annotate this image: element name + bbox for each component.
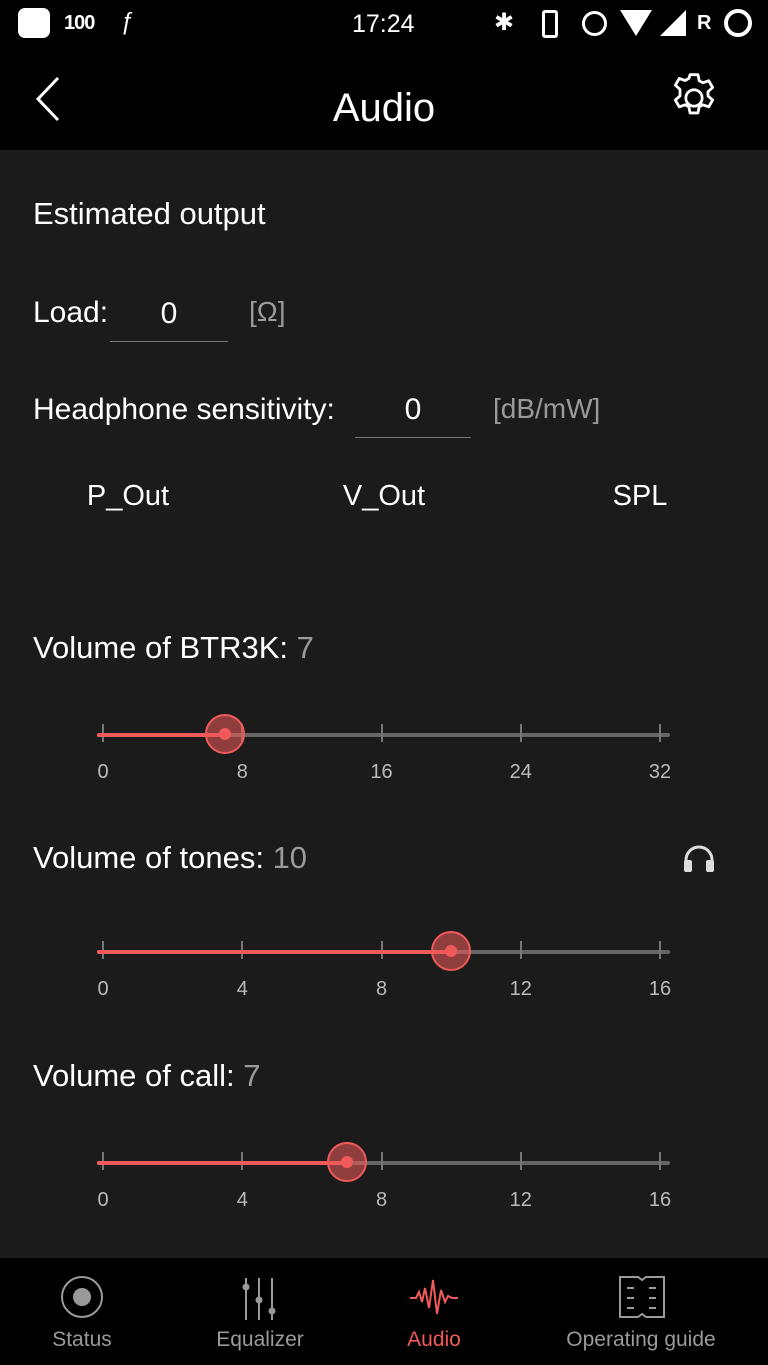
book-icon	[619, 1276, 665, 1318]
slider-tick-label: 8	[236, 761, 248, 783]
slider-tick-label: 8	[375, 1189, 388, 1211]
tones-volume-label: Volume of tones:	[33, 840, 264, 875]
slider-tick-label: 0	[97, 978, 109, 1000]
btr3k-volume-value: 7	[296, 630, 314, 665]
roaming-indicator: R	[697, 12, 712, 34]
nav-equalizer[interactable]: Equalizer	[164, 1258, 356, 1365]
gear-icon	[673, 73, 715, 115]
nav-operating-guide[interactable]: Operating guide	[545, 1258, 737, 1365]
bluetooth-icon: ✱	[494, 9, 515, 36]
equalizer-icon	[242, 1278, 276, 1320]
load-label: Load:	[33, 296, 109, 329]
sensitivity-input[interactable]: 0	[355, 388, 471, 438]
app-bar: Audio	[0, 50, 768, 150]
vibrate-icon	[542, 10, 558, 38]
load-unit: [Ω]	[249, 296, 286, 327]
v-out-label: V_Out	[342, 480, 426, 512]
btr3k-volume-title: Volume of BTR3K: 7	[33, 630, 314, 666]
spl-label: SPL	[612, 480, 668, 512]
tones-volume-slider[interactable]: 0 4 8 12 16	[0, 931, 768, 1030]
app-notification-icon: ƒ	[120, 8, 134, 35]
load-input[interactable]: 0	[110, 292, 228, 342]
slider-tick-label: 4	[236, 978, 248, 1000]
nav-audio-label: Audio	[407, 1328, 461, 1351]
signal-icon	[660, 10, 686, 36]
slider-track[interactable]	[97, 1161, 670, 1165]
slider-thumb[interactable]	[431, 931, 472, 971]
slider-tick	[519, 941, 522, 959]
call-volume-value: 7	[243, 1058, 261, 1093]
slider-tick-label: 16	[648, 978, 672, 1000]
p-out-label: P_Out	[86, 480, 170, 512]
battery-icon	[724, 9, 752, 37]
slider-tick	[659, 724, 661, 742]
slider-tick	[659, 941, 661, 959]
slider-tick-label: 4	[236, 1189, 248, 1211]
slider-tick	[519, 724, 522, 742]
slider-fill	[97, 733, 225, 737]
slider-tick-label: 24	[509, 761, 532, 783]
slider-track[interactable]	[97, 733, 670, 737]
nav-operating-guide-label: Operating guide	[566, 1328, 716, 1351]
slider-tick	[659, 1152, 661, 1170]
headphones-icon[interactable]	[682, 843, 716, 878]
record-icon	[61, 1276, 103, 1318]
nav-status[interactable]: Status	[0, 1258, 178, 1365]
slider-tick-label: 0	[97, 1189, 109, 1211]
slider-fill	[97, 1161, 347, 1165]
wifi-icon	[620, 10, 652, 36]
tones-volume-title: Volume of tones: 10	[33, 840, 307, 876]
slider-tick-label: 16	[648, 1189, 672, 1211]
slider-thumb[interactable]	[204, 714, 245, 754]
btr3k-volume-slider[interactable]: 0 8 16 24 32	[0, 714, 768, 813]
section-title: Estimated output	[33, 196, 266, 231]
slider-tick-label: 16	[370, 761, 393, 783]
battery-percent: 100	[64, 12, 95, 34]
alarm-icon	[582, 11, 607, 36]
chevron-left-icon	[35, 76, 60, 122]
slider-tick	[519, 1152, 522, 1170]
call-volume-label: Volume of call:	[33, 1058, 235, 1093]
tones-volume-value: 10	[272, 840, 308, 875]
notification-icon	[18, 8, 50, 38]
bottom-nav: Status Equalizer Audio Operating guide	[0, 1258, 768, 1365]
clock: 17:24	[352, 10, 415, 38]
btr3k-volume-label: Volume of BTR3K:	[33, 630, 289, 665]
nav-status-label: Status	[52, 1328, 112, 1351]
back-button[interactable]	[30, 74, 70, 124]
settings-button[interactable]	[666, 70, 722, 126]
slider-tick-label: 0	[97, 761, 109, 783]
waveform-icon	[410, 1279, 458, 1315]
sensitivity-label: Headphone sensitivity:	[33, 393, 335, 426]
nav-equalizer-label: Equalizer	[216, 1328, 304, 1351]
slider-tick-label: 32	[648, 761, 672, 783]
call-volume-slider[interactable]: 0 4 8 12 16	[0, 1142, 768, 1241]
slider-tick-label: 8	[375, 978, 388, 1000]
sensitivity-unit: [dB/mW]	[493, 393, 601, 424]
slider-tick-label: 12	[509, 978, 532, 1000]
slider-tick	[380, 724, 383, 742]
slider-tick	[380, 1152, 383, 1170]
page-title: Audio	[332, 86, 436, 130]
slider-tick-label: 12	[509, 1189, 532, 1211]
status-bar: 100 ƒ 17:24 ✱ R	[0, 0, 768, 50]
call-volume-title: Volume of call: 7	[33, 1058, 260, 1094]
nav-audio[interactable]: Audio	[338, 1258, 530, 1365]
slider-fill	[97, 950, 452, 954]
slider-thumb[interactable]	[326, 1142, 367, 1182]
